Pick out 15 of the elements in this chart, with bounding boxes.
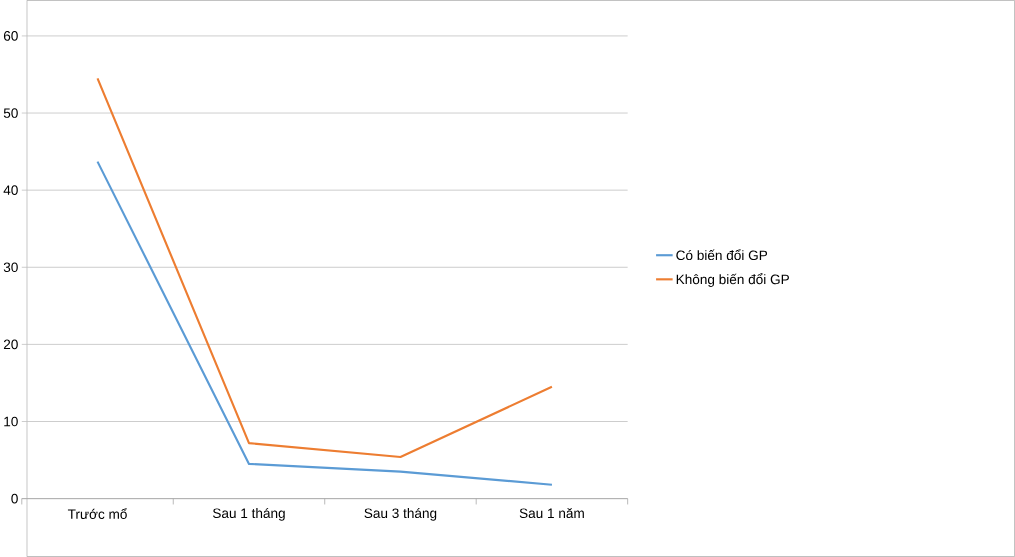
- y-tick-label: 30: [3, 262, 18, 273]
- line-series: [96, 77, 553, 459]
- y-tick-label: 20: [3, 339, 18, 350]
- x-tick-label: Sau 1 tháng: [212, 507, 285, 521]
- x-tick-label: Trước mổ: [67, 507, 127, 520]
- legend-label: Không biến đổi GP: [676, 273, 789, 287]
- line-series: [96, 160, 553, 486]
- y-tick-label: 50: [3, 108, 18, 118]
- y-tick-label: 40: [3, 185, 18, 195]
- legend-label: Có biến đổi GP: [676, 249, 768, 261]
- y-tick-label: 10: [4, 416, 18, 427]
- x-tick-label: Sau 3 tháng: [364, 507, 437, 521]
- y-tick-label: 0: [11, 493, 18, 504]
- y-tick-label: 60: [3, 31, 18, 41]
- x-tick-label: Sau 1 năm: [519, 507, 584, 519]
